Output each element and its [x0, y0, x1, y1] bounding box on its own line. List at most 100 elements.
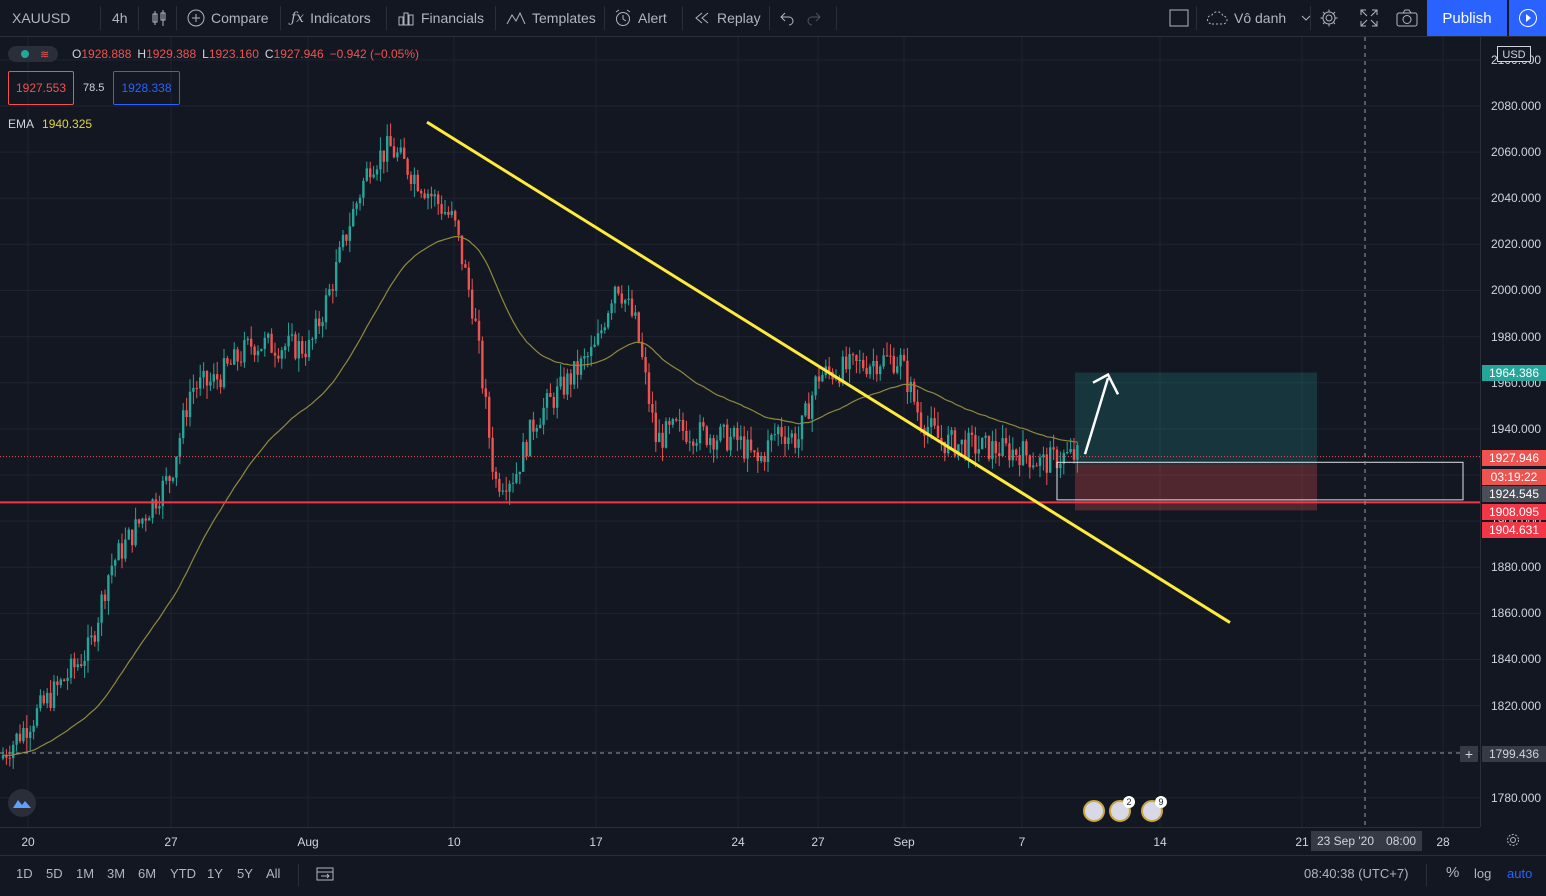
- candle-body: [535, 428, 538, 432]
- play-button[interactable]: [1509, 0, 1546, 36]
- goto-date-button[interactable]: [316, 866, 334, 887]
- price-axis[interactable]: 2100.0002080.0002060.0002040.0002020.000…: [1480, 37, 1546, 827]
- candle-body: [1025, 441, 1028, 456]
- publish-button[interactable]: Publish: [1427, 0, 1507, 36]
- candle-body: [848, 354, 851, 370]
- interval-button[interactable]: 4h: [112, 0, 128, 36]
- templates-icon: [506, 11, 526, 25]
- economic-event-icon[interactable]: [1083, 800, 1105, 822]
- percent-toggle[interactable]: %: [1446, 864, 1460, 881]
- redo-button[interactable]: [806, 0, 828, 36]
- candle-body: [610, 303, 613, 314]
- range-button-all[interactable]: All: [266, 866, 281, 881]
- ema-legend[interactable]: EMA 1940.325: [8, 117, 92, 131]
- candle-body: [539, 424, 542, 429]
- chevron-down-icon: [1301, 15, 1311, 21]
- fullscreen-button[interactable]: [1359, 0, 1385, 36]
- layout-button[interactable]: [1169, 0, 1195, 36]
- candle-body: [712, 438, 715, 450]
- position-tool: [1075, 372, 1317, 511]
- range-button-1d[interactable]: 1D: [16, 866, 33, 881]
- candle-body: [726, 424, 729, 451]
- time-tick-label: 21: [1295, 835, 1309, 849]
- candle-body: [807, 403, 810, 419]
- candle-body: [817, 376, 821, 382]
- tradingview-logo[interactable]: [8, 789, 36, 817]
- candle-body: [219, 379, 222, 388]
- candle-body: [566, 373, 569, 395]
- interval-label: 4h: [112, 10, 128, 26]
- templates-label: Templates: [532, 10, 596, 26]
- range-button-1y[interactable]: 1Y: [207, 866, 223, 881]
- templates-button[interactable]: Templates: [506, 0, 596, 36]
- currency-label[interactable]: USD: [1497, 46, 1531, 62]
- compare-button[interactable]: Compare: [187, 0, 269, 36]
- candle-body: [335, 262, 338, 291]
- economic-event-icon[interactable]: 2: [1109, 796, 1135, 822]
- candle-body: [600, 330, 603, 334]
- price-tick-label: 1880.000: [1491, 560, 1542, 575]
- alert-button[interactable]: Alert: [614, 0, 667, 36]
- time-axis[interactable]: 20 27 Aug 10 17 24 27 Sep 7 14 21 28 23 Sep '20 08:0…: [0, 827, 1480, 855]
- range-button-ytd[interactable]: YTD: [170, 866, 196, 881]
- layout-name-dropdown[interactable]: Vô danh: [1206, 0, 1312, 36]
- candle-body: [192, 387, 195, 392]
- range-button-3m[interactable]: 3M: [107, 866, 126, 881]
- auto-toggle[interactable]: auto: [1507, 866, 1533, 881]
- candle-body: [171, 477, 175, 481]
- time-tick-label: 17: [589, 835, 603, 849]
- candle-body: [930, 418, 933, 427]
- candle-body: [943, 441, 946, 454]
- range-button-5y[interactable]: 5Y: [237, 866, 253, 881]
- candle-body: [525, 442, 528, 457]
- settings-button[interactable]: [1319, 0, 1345, 36]
- indicators-button[interactable]: ƒx Indicators: [291, 0, 371, 36]
- range-button-6m[interactable]: 6M: [138, 866, 157, 881]
- chart-style-button[interactable]: [150, 0, 174, 36]
- candle-body: [760, 455, 763, 461]
- candle-body: [297, 341, 300, 359]
- candle-body: [256, 350, 260, 356]
- candle-body: [375, 169, 379, 175]
- undo-button[interactable]: [779, 0, 801, 36]
- candle-body: [175, 456, 178, 478]
- candle-body: [552, 396, 555, 408]
- candle-body: [624, 299, 627, 304]
- time-tick-label: 27: [164, 835, 178, 849]
- financials-button[interactable]: Financials: [397, 0, 484, 36]
- symbol-search[interactable]: XAUUSD: [12, 0, 70, 36]
- candle-body: [386, 136, 389, 162]
- toolbar-divider: [682, 6, 683, 30]
- axis-settings-button[interactable]: [1505, 832, 1521, 853]
- candle-body: [311, 338, 314, 341]
- candle-body: [127, 529, 130, 540]
- range-button-5d[interactable]: 5D: [46, 866, 63, 881]
- crosshair-date-label: 23 Sep '20 08:00: [1311, 831, 1423, 851]
- price-chart[interactable]: [0, 37, 1480, 827]
- candle-body: [794, 433, 797, 448]
- log-toggle[interactable]: log: [1474, 866, 1492, 881]
- buy-button[interactable]: 1928.338: [113, 71, 180, 105]
- snapshot-button[interactable]: [1396, 0, 1424, 36]
- candle-body: [131, 529, 134, 546]
- candle-body: [1055, 449, 1059, 469]
- add-alert-plus-icon[interactable]: +: [1460, 746, 1478, 762]
- economic-event-icon[interactable]: 9: [1141, 796, 1167, 822]
- candle-body: [743, 436, 746, 459]
- candle-body: [110, 565, 113, 576]
- candle-body: [263, 337, 266, 349]
- candle-body: [651, 404, 654, 413]
- candle-body: [933, 418, 936, 426]
- replay-button[interactable]: Replay: [693, 0, 761, 36]
- candle-body: [998, 453, 1001, 456]
- candle-body: [1035, 465, 1038, 467]
- sell-button[interactable]: 1927.553: [8, 71, 74, 105]
- price-tick-label: 2060.000: [1491, 145, 1542, 160]
- range-button-1m[interactable]: 1M: [76, 866, 95, 881]
- visibility-toggle-icon[interactable]: ≋: [8, 46, 58, 62]
- clock-timezone[interactable]: 08:40:38 (UTC+7): [1304, 866, 1409, 881]
- candle-body: [545, 393, 549, 408]
- candle-body: [644, 357, 647, 373]
- candle-body: [46, 692, 49, 704]
- candle-body: [953, 430, 957, 456]
